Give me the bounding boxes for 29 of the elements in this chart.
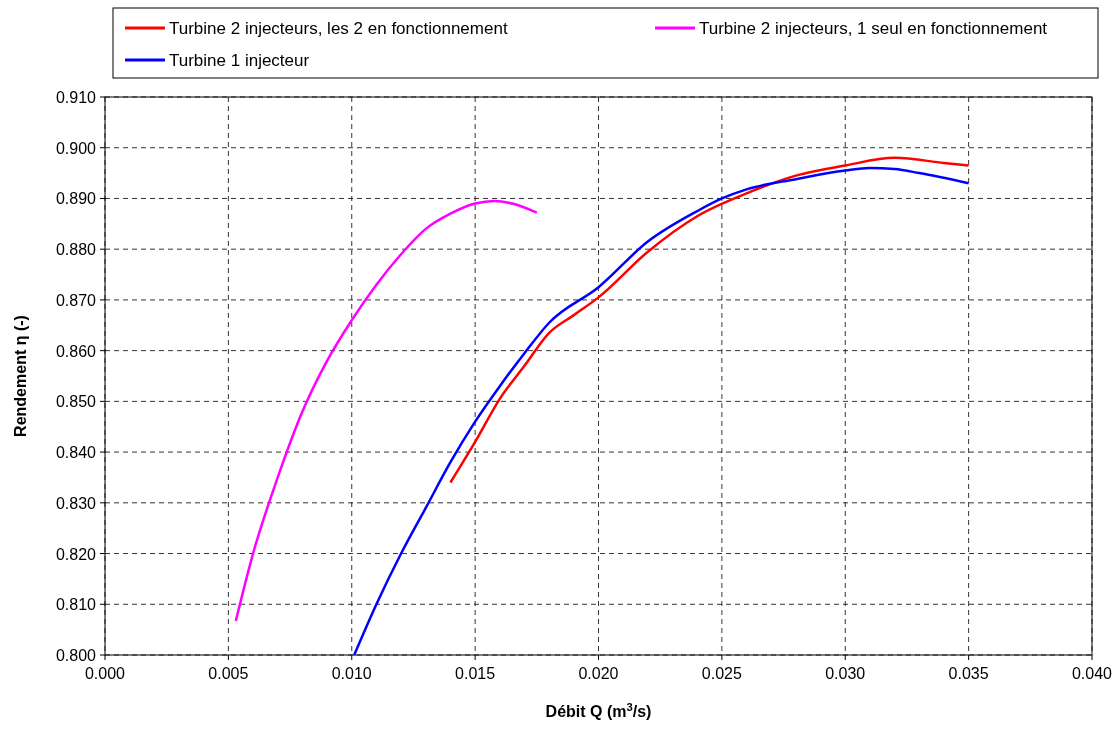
line-series — [352, 166, 970, 657]
y-tick-label: 0.840 — [55, 444, 97, 462]
x-tick-label: 0.010 — [331, 665, 372, 682]
x-axis-title: Débit Q (m$^{3}$/s) — [545, 701, 652, 720]
y-tick-label: 0.880 — [55, 241, 97, 259]
y-tick-label: 0.860 — [55, 342, 97, 360]
line-series — [234, 199, 539, 623]
y-tick-label: 0.820 — [55, 545, 97, 563]
y-axis-title: Rendement η (-) — [12, 315, 29, 437]
y-tick-label: 0.810 — [55, 596, 97, 614]
x-tick-label: 0.015 — [455, 665, 496, 682]
y-tick-label: 0.890 — [55, 190, 97, 208]
x-tick-label: 0.020 — [578, 665, 619, 682]
x-tick-label: 0.005 — [208, 665, 249, 682]
legend-label: Turbine 2 injecteurs, les 2 en fonctionnement — [169, 19, 508, 38]
y-tick-label: 0.910 — [55, 89, 97, 106]
legend-label: Turbine 2 injecteurs, 1 seul en fonctionnement — [699, 19, 1048, 38]
y-tick-label: 0.870 — [55, 291, 97, 309]
x-tick-label: 0.025 — [701, 665, 742, 682]
x-tick-label: 0.030 — [825, 665, 866, 682]
x-tick-label: 0.040 — [1071, 665, 1113, 682]
legend-label: Turbine 1 injecteur — [169, 51, 310, 70]
x-tick-label: 0.000 — [84, 665, 126, 682]
y-tick-label: 0.900 — [55, 139, 97, 157]
line-series — [449, 156, 970, 484]
y-tick-label: 0.830 — [55, 494, 97, 512]
x-tick-label: 0.035 — [948, 665, 989, 682]
y-tick-label: 0.850 — [55, 393, 97, 411]
y-tick-label: 0.800 — [55, 647, 97, 664]
